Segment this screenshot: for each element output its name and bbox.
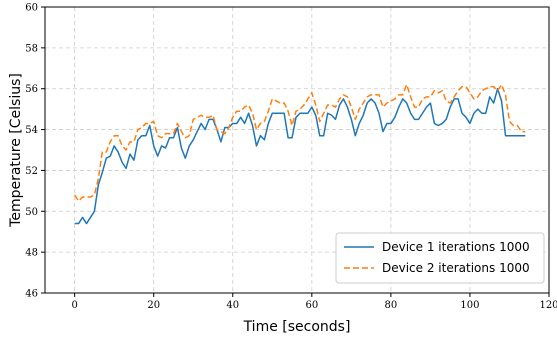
x-tick-label: 20 — [147, 300, 160, 311]
y-tick-label: 52 — [25, 166, 38, 177]
series-group — [74, 83, 526, 225]
series-line-device-2 — [74, 83, 526, 202]
y-tick-label: 46 — [25, 289, 38, 300]
y-tick-label: 54 — [25, 125, 38, 136]
x-tick-label: 0 — [71, 300, 77, 311]
x-tick-label: 60 — [305, 300, 318, 311]
y-tick-label: 56 — [25, 84, 38, 95]
y-tick-label: 48 — [25, 248, 38, 259]
legend-label-device-1: Device 1 iterations 1000 — [382, 240, 530, 254]
x-tick-label: 80 — [385, 300, 398, 311]
series-line-device-1 — [74, 87, 526, 225]
y-tick-label: 58 — [25, 43, 38, 54]
x-axis-title: Time [seconds] — [243, 319, 351, 335]
x-tick-label: 100 — [460, 300, 479, 311]
legend-label-device-2: Device 2 iterations 1000 — [382, 261, 530, 275]
x-tick-label: 40 — [226, 300, 239, 311]
legend: Device 1 iterations 1000 Device 2 iterat… — [335, 232, 545, 284]
legend-box — [335, 232, 545, 284]
y-tick-label: 50 — [25, 207, 38, 218]
y-axis-title: Temperature [Celsius] — [8, 73, 24, 228]
x-tick-label: 120 — [539, 300, 557, 311]
y-tick-label: 60 — [25, 3, 38, 14]
plot-frame — [44, 6, 550, 294]
axis-ticks: 0 20 40 60 80 100 120 46 48 50 52 54 56 58 60 — [25, 3, 557, 312]
